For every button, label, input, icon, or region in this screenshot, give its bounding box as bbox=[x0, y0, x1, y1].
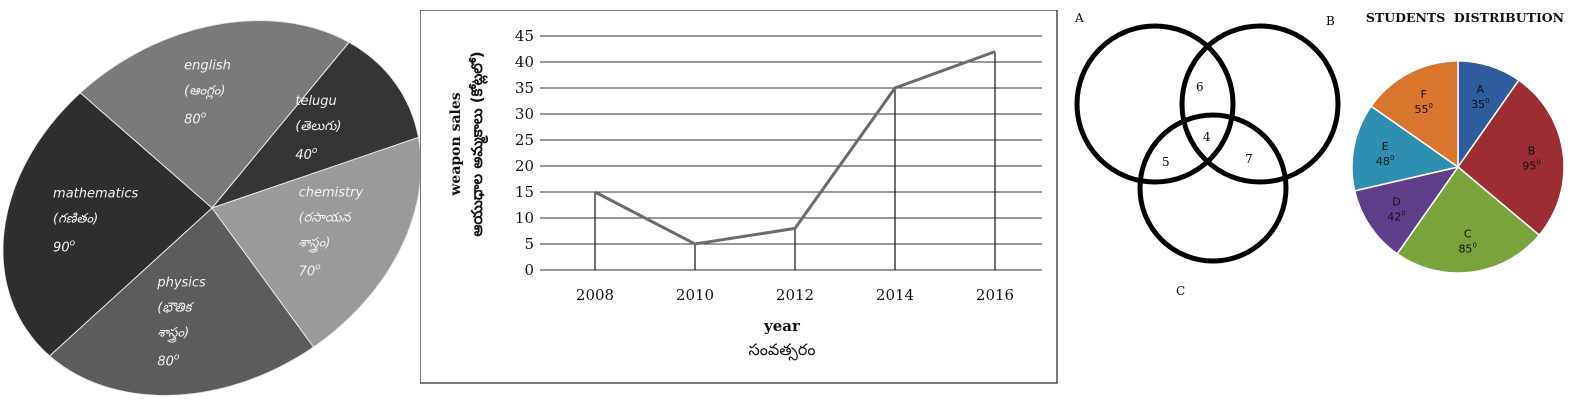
students-pie-value-E: 480 bbox=[1376, 154, 1394, 168]
y-tick-label-10: 10 bbox=[515, 209, 534, 227]
y-tick-label-5: 5 bbox=[524, 235, 534, 253]
y-axis-label-telugu: ఆయుధాల అమ్మకాలు (కోట్లలో) bbox=[468, 51, 489, 236]
students-pie-slice-B bbox=[1456, 79, 1565, 237]
subjects-pie-slice-english bbox=[79, 19, 350, 209]
y-tick-label-30: 30 bbox=[515, 105, 534, 123]
y-tick-label-15: 15 bbox=[515, 183, 534, 201]
subjects-pie-label-chemistry-2: శాస్త్రం) bbox=[299, 235, 331, 253]
line-chart-drop-lines bbox=[594, 51, 996, 270]
students-pie-label-E: E bbox=[1382, 140, 1389, 153]
students-pie-slice-C bbox=[1396, 165, 1541, 274]
subjects-pie-label-telugu-1: (తెలుగు) bbox=[295, 119, 341, 134]
venn-region-bc: 7 bbox=[1245, 152, 1253, 166]
x-axis-label: year bbox=[763, 317, 801, 335]
students-pie-title: STUDENTS DISTRIBUTION bbox=[1366, 10, 1564, 25]
y-axis-label: weapon sales bbox=[448, 92, 464, 196]
students-pie-label-D: D bbox=[1392, 195, 1400, 208]
students-pie-value-A: 350 bbox=[1471, 97, 1489, 111]
x-tick-label-2014: 2014 bbox=[876, 286, 914, 304]
subjects-pie-slice-physics bbox=[48, 207, 315, 397]
students-pie-slices bbox=[1351, 60, 1565, 274]
students-pie-label-A: A bbox=[1477, 83, 1485, 96]
subjects-pie-label-mathematics-1: (గణితం) bbox=[53, 211, 98, 226]
students-pie-label-B: B bbox=[1528, 144, 1536, 157]
subjects-pie-label-telugu-0: telugu bbox=[295, 94, 336, 109]
y-tick-label-40: 40 bbox=[515, 53, 534, 71]
y-tick-label-35: 35 bbox=[515, 79, 534, 97]
subjects-pie-slices bbox=[2, 19, 420, 397]
subjects-pie-slice-telugu bbox=[210, 41, 420, 210]
subjects-pie-label-physics-1: (భౌతిక bbox=[157, 301, 194, 316]
venn-circle-c bbox=[1137, 112, 1289, 264]
y-tick-label-45: 45 bbox=[515, 27, 534, 45]
y-tick-label-25: 25 bbox=[515, 131, 534, 149]
x-tick-label-2012: 2012 bbox=[776, 286, 814, 304]
line-chart-y-tick-labels: 0 5 10 15 20 25 30 35 40 45 bbox=[515, 27, 534, 279]
students-pie-slice-F bbox=[1370, 60, 1459, 169]
subjects-pie-label-english-1: (ఆంగ్లం) bbox=[184, 83, 225, 99]
students-pie-slice-A bbox=[1457, 60, 1520, 170]
y-tick-label-20: 20 bbox=[515, 157, 534, 175]
subjects-pie-label-physics-0: physics bbox=[156, 276, 206, 291]
subjects-pie-label-mathematics-0: mathematics bbox=[53, 186, 138, 201]
students-pie-slice-E bbox=[1351, 105, 1460, 192]
students-pie-value-C: 850 bbox=[1458, 242, 1476, 256]
y-tick-label-0: 0 bbox=[524, 261, 534, 279]
venn-diagram: A B C 6 4 5 7 bbox=[1074, 11, 1341, 298]
x-tick-label-2008: 2008 bbox=[576, 286, 614, 304]
subjects-pie-label-chemistry-1: (రసాయన bbox=[299, 210, 352, 225]
x-axis-label-telugu: సంవత్సరం bbox=[749, 340, 816, 361]
subjects-pie-slice-mathematics bbox=[2, 92, 213, 357]
students-pie-value-B: 950 bbox=[1522, 158, 1540, 172]
venn-set-label-a: A bbox=[1074, 11, 1084, 25]
subjects-pie-label-chemistry-0: chemistry bbox=[299, 185, 364, 200]
venn-region-ab: 6 bbox=[1196, 80, 1204, 94]
subjects-pie-chart: english(ఆంగ్లం)80otelugu(తెలుగు)40ochemi… bbox=[2, 19, 420, 397]
venn-circle-a bbox=[1074, 23, 1236, 185]
students-pie-label-F: F bbox=[1421, 88, 1427, 101]
line-chart-frame bbox=[420, 10, 1058, 384]
x-tick-label-2010: 2010 bbox=[676, 286, 714, 304]
line-series-weapon-sales bbox=[594, 50, 996, 246]
x-tick-label-2016: 2016 bbox=[976, 286, 1014, 304]
venn-region-abc: 4 bbox=[1203, 130, 1211, 144]
students-pie-slice-D bbox=[1353, 165, 1460, 255]
subjects-pie-slice-chemistry bbox=[211, 136, 420, 348]
students-pie-label-C: C bbox=[1464, 228, 1472, 241]
subjects-pie-label-english-0: english bbox=[184, 58, 231, 73]
venn-region-ac: 5 bbox=[1162, 155, 1170, 169]
venn-circle-b bbox=[1179, 23, 1341, 185]
venn-set-label-c: C bbox=[1176, 284, 1185, 298]
line-chart-x-tick-labels: 2008 2010 2012 2014 2016 bbox=[576, 286, 1014, 304]
students-pie-value-D: 420 bbox=[1387, 209, 1405, 223]
subjects-pie-labels: english(ఆంగ్లం)80otelugu(తెలుగు)40ochemi… bbox=[53, 58, 363, 369]
venn-set-label-b: B bbox=[1326, 14, 1335, 28]
students-pie-value-F: 550 bbox=[1415, 102, 1433, 116]
line-chart-gridlines bbox=[540, 35, 1042, 271]
subjects-pie-label-physics-2: శాస్త్రం) bbox=[157, 326, 189, 344]
